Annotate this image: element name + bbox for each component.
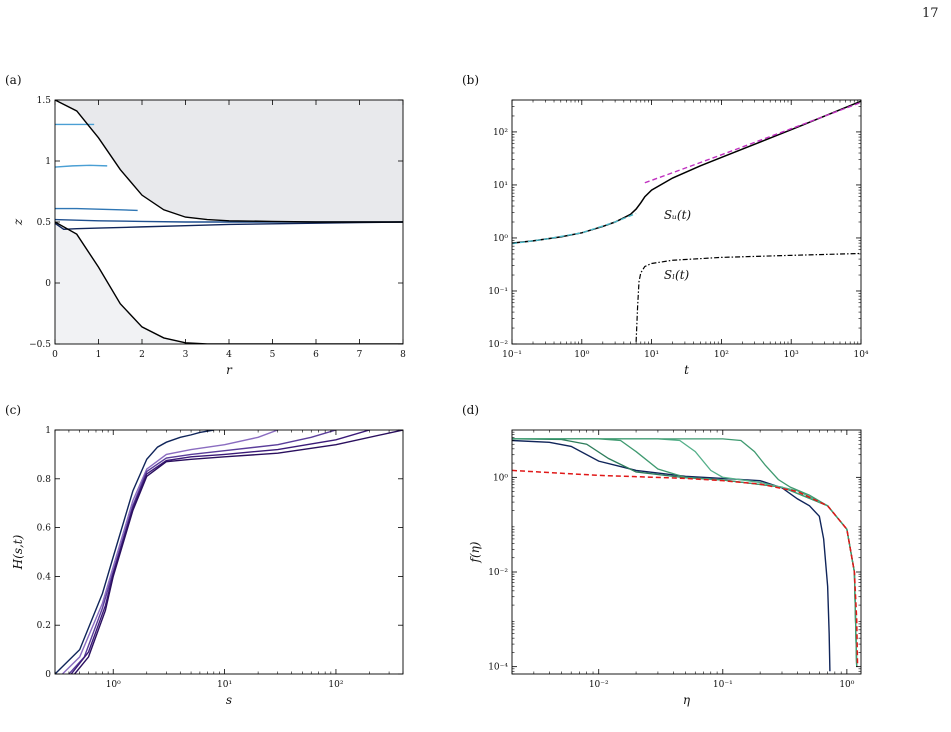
series-fit_late [644, 101, 861, 184]
axes-frame-c [54, 429, 404, 675]
interface-line [55, 221, 403, 231]
x-axis-label-c: s [226, 693, 232, 707]
y-tick-label: 0 [45, 670, 51, 680]
y-tick-label: 10⁰ [493, 473, 508, 483]
y-tick-label: 10¹ [493, 181, 508, 191]
axes-frame-d [511, 429, 862, 675]
interface-line [55, 207, 138, 212]
plot-area-a [55, 100, 403, 344]
panel-b: Sᵤ(t)Sₗ(t)10⁻¹ 10⁰ 10¹ 10² 10³ 10⁴10⁻²10⁻¹10⁰… [462, 73, 869, 377]
panel-c: 10⁰ 10¹ 10² 0 0.2 0.4 0.6 0.8 1 (c) s H(s,t) [5, 403, 404, 707]
series-line [68, 430, 337, 674]
y-tick-label: 10⁰ [493, 234, 508, 244]
x-tick-label: 10² [714, 350, 729, 360]
x-tick-label: 0 [52, 350, 58, 360]
series-line [74, 430, 403, 674]
series-similarity [512, 469, 859, 667]
x-tick-label: 10⁻¹ [502, 350, 522, 360]
x-tick-label: 5 [270, 350, 276, 360]
annotation: Sₗ(t) [664, 268, 690, 282]
axes-frame-b [511, 99, 862, 345]
y-tick-label: −0.5 [29, 340, 51, 350]
x-tick-label: 10⁴ [853, 350, 868, 360]
y-tick-label: 10⁻¹ [488, 287, 508, 297]
plot-area-b [512, 100, 861, 342]
lower-region [55, 222, 403, 344]
y-tick-label: 0.8 [37, 475, 52, 485]
panel-label-d: (d) [462, 403, 479, 417]
y-tick-label: 0.6 [37, 524, 52, 534]
y-axis-label-c: H(s,t) [11, 534, 25, 570]
panel-a: 0 1 2 3 4 5 6 7 8−0.500.511.5(a)rz [5, 73, 406, 377]
series-early [512, 439, 831, 672]
y-tick-label: 10⁻² [488, 568, 508, 578]
y-tick-label: 1 [45, 157, 51, 167]
x-tick-label: 10⁻² [589, 680, 609, 690]
upper-boundary-line [55, 100, 403, 223]
x-tick-label: 10² [328, 680, 343, 690]
x-axis-label-a: r [226, 363, 233, 377]
series-line [70, 430, 370, 674]
x-tick-label: 10⁻¹ [713, 680, 733, 690]
y-axis-label-d: f(η) [468, 541, 482, 563]
y-tick-label: 0.2 [37, 621, 51, 631]
x-tick-label: 2 [139, 350, 145, 360]
series-t5 [512, 438, 858, 667]
panel-label-c: (c) [5, 403, 21, 417]
interface-line [55, 164, 108, 168]
series-fit_early [512, 212, 637, 245]
y-tick-label: 0 [45, 279, 51, 289]
panel-label-a: (a) [5, 73, 22, 87]
x-tick-label: 10³ [784, 350, 799, 360]
series-Su [512, 100, 861, 244]
x-tick-label: 10⁰ [106, 680, 121, 690]
x-tick-label: 10¹ [644, 350, 659, 360]
x-tick-label: 10¹ [217, 680, 232, 690]
series-line [61, 430, 278, 674]
x-tick-label: 10⁰ [839, 680, 854, 690]
y-tick-label: 10² [493, 128, 508, 138]
y-axis-label-a: z [11, 218, 25, 226]
annotation: Sᵤ(t) [664, 208, 692, 222]
series-line [55, 430, 214, 674]
panel-label-b: (b) [462, 73, 479, 87]
x-tick-label: 8 [400, 350, 406, 360]
panel-d: 10⁻² 10⁻¹ 10⁰ 10⁻⁴ 10⁻² 10⁰ (d) η f(η) [462, 403, 862, 707]
x-tick-label: 4 [226, 350, 232, 360]
x-tick-label: 6 [313, 350, 319, 360]
y-tick-label: 1 [45, 426, 51, 436]
x-tick-label: 3 [183, 350, 189, 360]
page-number: 17 [922, 6, 939, 21]
y-tick-label: 10⁻² [488, 340, 508, 350]
axes-frame-a [54, 99, 404, 345]
y-tick-label: 0.4 [37, 572, 52, 582]
plot-area-d [512, 438, 859, 672]
y-tick-label: 10⁻⁴ [488, 663, 508, 673]
series-Sl [635, 252, 861, 342]
y-tick-label: 0.5 [37, 218, 52, 228]
lower-boundary-line [55, 221, 403, 344]
upper-region [55, 100, 403, 222]
x-tick-label: 10⁰ [574, 350, 589, 360]
x-axis-label-b: t [684, 363, 689, 377]
x-tick-label: 7 [357, 350, 363, 360]
plot-area-c [55, 430, 403, 674]
y-tick-label: 1.5 [37, 96, 52, 106]
x-tick-label: 1 [96, 350, 102, 360]
x-axis-label-d: η [683, 693, 691, 707]
